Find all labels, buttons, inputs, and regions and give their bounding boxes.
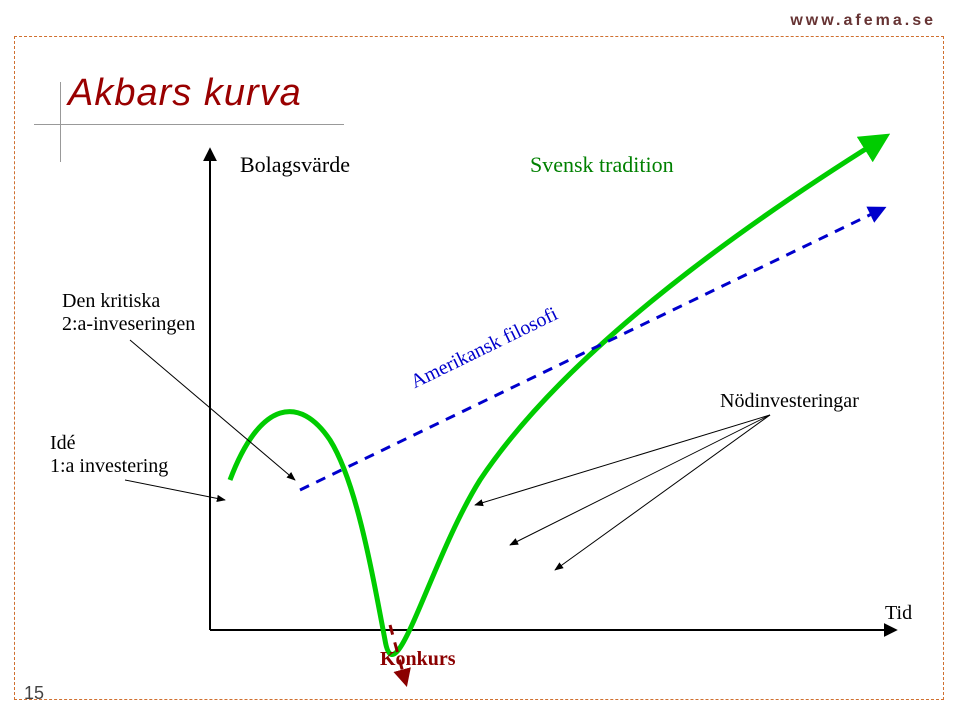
label-ide: Idé 1:a investering — [50, 432, 168, 478]
label-svensk-tradition: Svensk tradition — [530, 152, 674, 178]
label-konkurs: Konkurs — [380, 648, 456, 671]
label-amerikansk: Amerikansk filosofi — [407, 303, 561, 393]
pointer-nod-3 — [555, 415, 770, 570]
label-bolagsvarde: Bolagsvärde — [240, 152, 350, 178]
blue-dashed-line — [300, 210, 880, 490]
akbars-curve-diagram: Amerikansk filosofi — [0, 0, 960, 720]
pointer-nod-2 — [510, 415, 770, 545]
label-den-kritiska: Den kritiska 2:a-inveseringen — [62, 290, 195, 336]
label-nodinvesteringar: Nödinvesteringar — [720, 390, 859, 413]
page-number: 15 — [24, 683, 44, 704]
label-tid: Tid — [885, 602, 912, 625]
